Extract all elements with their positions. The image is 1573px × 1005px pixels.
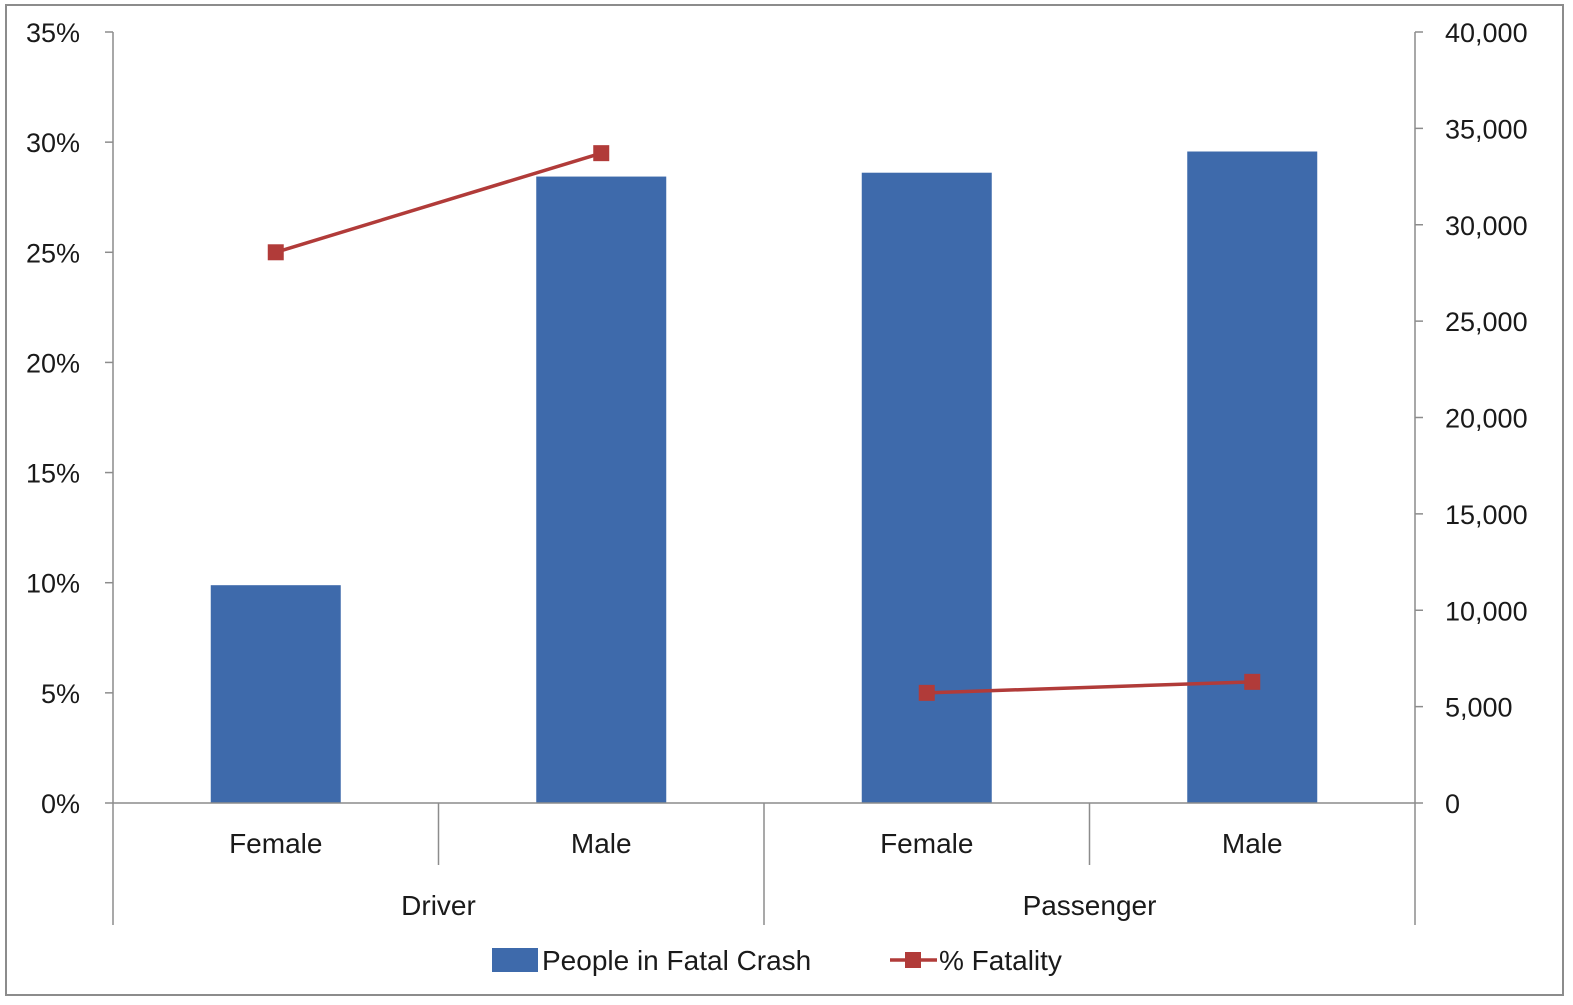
right-axis-tick-label: 5,000 [1445, 693, 1513, 723]
legend-label: % Fatality [939, 945, 1062, 976]
left-axis-tick-label: 25% [26, 238, 80, 268]
x-axis-category-label: Male [571, 828, 632, 859]
x-axis-category-label: Female [229, 828, 322, 859]
left-axis-tick-label: 5% [41, 679, 80, 709]
bar [1187, 151, 1318, 803]
x-axis-group-label: Driver [401, 890, 476, 921]
legend-bar-swatch [492, 948, 538, 972]
bar [210, 585, 341, 803]
fatality-line-segment [275, 151, 602, 254]
left-axis-tick-label: 15% [26, 459, 80, 489]
left-axis-tick-label: 30% [26, 128, 80, 158]
right-axis-tick-label: 20,000 [1445, 404, 1528, 434]
right-axis-tick-label: 25,000 [1445, 307, 1528, 337]
right-axis-tick-label: 40,000 [1445, 18, 1528, 48]
legend-marker-swatch [905, 952, 921, 968]
fatality-marker [1244, 673, 1261, 690]
bar [861, 172, 992, 803]
x-axis-group-label: Passenger [1023, 890, 1157, 921]
x-axis-category-label: Male [1222, 828, 1283, 859]
right-axis-tick-label: 35,000 [1445, 114, 1528, 144]
left-axis-tick-label: 10% [26, 569, 80, 599]
bar [536, 176, 667, 803]
legend-label: People in Fatal Crash [542, 945, 811, 976]
right-axis-tick-label: 30,000 [1445, 211, 1528, 241]
right-axis-tick-label: 10,000 [1445, 596, 1528, 626]
fatality-marker [918, 684, 935, 701]
right-axis-tick-label: 15,000 [1445, 500, 1528, 530]
left-axis-tick-label: 0% [41, 789, 80, 819]
fatality-marker [267, 244, 284, 261]
fatality-line-segment [926, 680, 1253, 695]
right-axis-tick-label: 0 [1445, 789, 1460, 819]
x-axis-category-label: Female [880, 828, 973, 859]
fatality-marker [593, 145, 610, 162]
left-axis-tick-label: 20% [26, 348, 80, 378]
left-axis-tick-label: 35% [26, 18, 80, 48]
